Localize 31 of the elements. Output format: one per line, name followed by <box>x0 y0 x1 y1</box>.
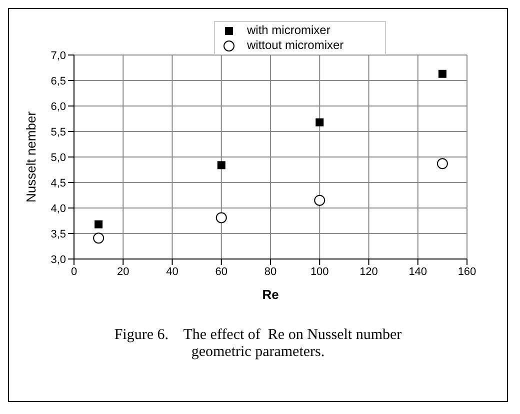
x-tick-label: 100 <box>310 266 329 278</box>
point <box>94 220 103 228</box>
y-tick-label: 5,5 <box>50 126 66 138</box>
y-tick-label: 4,0 <box>50 202 66 215</box>
x-tick-label: 120 <box>360 266 378 278</box>
point <box>436 158 448 170</box>
x-tick-label: 20 <box>117 266 130 278</box>
point <box>316 118 324 126</box>
caption: Figure 6. The effect of Re on Nusselt number geometric parameters. <box>113 326 403 361</box>
x-axis-title: Re <box>262 287 279 302</box>
legend-label: wittout micromixer <box>247 38 344 53</box>
x-tick-label: 0 <box>70 266 78 278</box>
x-tick-label: 60 <box>215 266 228 278</box>
y-axis-title: Nusselt nember <box>24 110 39 203</box>
y-tick-label: 6,0 <box>50 100 66 113</box>
x-tick-label: 80 <box>264 266 277 278</box>
point <box>314 194 326 206</box>
y-tick-label: 4,5 <box>50 177 66 190</box>
y-tick-label: 6,5 <box>50 75 66 88</box>
y-tick-label: 7,0 <box>50 50 66 62</box>
y-tick-label: 5,0 <box>50 152 66 164</box>
y-tick-label: 3,5 <box>50 228 66 240</box>
legend-label: with micromixer <box>247 23 330 38</box>
point <box>438 70 446 78</box>
y-tick-label: 3,0 <box>50 254 66 266</box>
x-tick-label: 160 <box>458 266 476 278</box>
x-tick-label: 140 <box>408 266 428 278</box>
point <box>217 161 226 170</box>
point <box>93 232 104 244</box>
point <box>216 212 227 224</box>
x-tick-label: 40 <box>166 266 178 278</box>
